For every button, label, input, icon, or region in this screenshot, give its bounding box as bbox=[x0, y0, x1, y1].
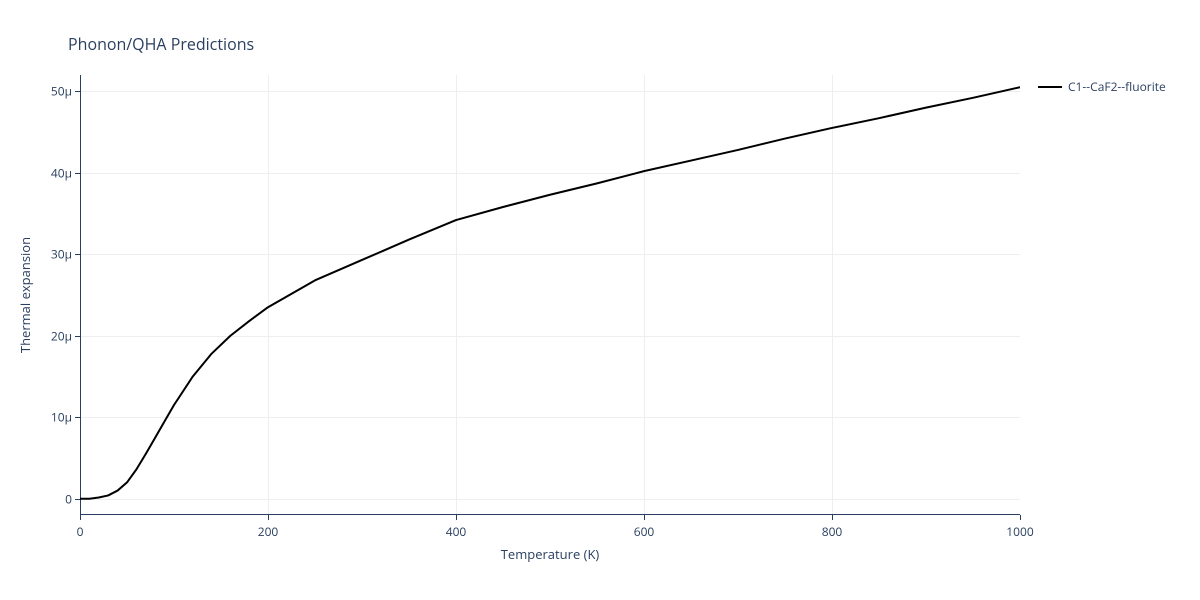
y-tick bbox=[75, 91, 80, 92]
y-axis-title: Thermal expansion bbox=[16, 237, 34, 353]
series-line[interactable] bbox=[80, 87, 1020, 498]
x-tick-label: 1000 bbox=[1006, 523, 1033, 540]
x-tick-label: 400 bbox=[446, 523, 467, 540]
x-tick bbox=[832, 515, 833, 520]
x-tick-label: 800 bbox=[822, 523, 843, 540]
legend-label: C1--CaF2--fluorite bbox=[1068, 78, 1166, 95]
chart-container: Phonon/QHA Predictions 0 200 400 600 800 1000… bbox=[0, 0, 1200, 600]
x-tick bbox=[268, 515, 269, 520]
legend-swatch bbox=[1038, 86, 1062, 88]
y-tick bbox=[75, 417, 80, 418]
y-tick bbox=[75, 499, 80, 500]
x-tick bbox=[1020, 515, 1021, 520]
y-tick-label: 40μ bbox=[46, 164, 72, 181]
chart-title: Phonon/QHA Predictions bbox=[68, 33, 254, 55]
legend-item[interactable]: C1--CaF2--fluorite bbox=[1038, 78, 1166, 95]
x-tick bbox=[456, 515, 457, 520]
y-tick-label: 0 bbox=[46, 490, 72, 507]
x-axis-title: Temperature (K) bbox=[501, 545, 600, 563]
x-tick bbox=[80, 515, 81, 520]
y-tick-label: 50μ bbox=[46, 83, 72, 100]
x-tick-label: 200 bbox=[258, 523, 279, 540]
y-tick bbox=[75, 254, 80, 255]
y-tick bbox=[75, 173, 80, 174]
y-tick-label: 10μ bbox=[46, 409, 72, 426]
plot-area bbox=[80, 75, 1020, 515]
x-tick-label: 600 bbox=[634, 523, 655, 540]
y-tick-label: 20μ bbox=[46, 327, 72, 344]
x-tick bbox=[644, 515, 645, 520]
x-tick-label: 0 bbox=[77, 523, 84, 540]
y-tick bbox=[75, 336, 80, 337]
series-layer bbox=[80, 75, 1020, 515]
legend: C1--CaF2--fluorite bbox=[1038, 78, 1166, 95]
y-tick-label: 30μ bbox=[46, 246, 72, 263]
